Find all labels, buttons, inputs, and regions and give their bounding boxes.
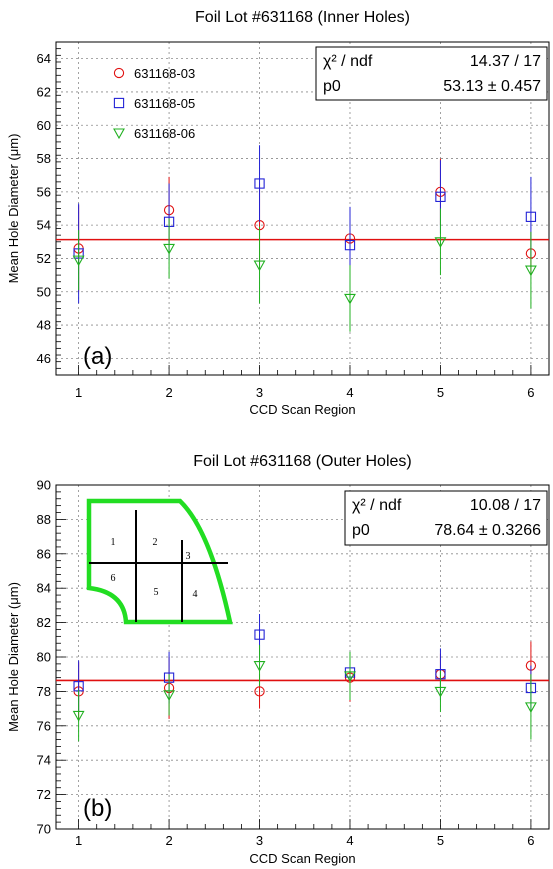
- y-tick-label: 52: [37, 251, 51, 266]
- chart-title: Foil Lot #631168 (Inner Holes): [195, 9, 410, 26]
- series-631168-06: [72, 644, 537, 742]
- y-axis-label: Mean Hole Diameter (μm): [6, 582, 21, 732]
- y-axis-label: Mean Hole Diameter (μm): [6, 134, 21, 284]
- x-tick-label: 4: [346, 833, 353, 848]
- y-tick-label: 54: [37, 218, 51, 233]
- legend-label: 631168-05: [134, 96, 195, 111]
- x-tick-label: 3: [256, 385, 263, 400]
- stats-box: χ² / ndf 14.37 / 17 p0 53.13 ± 0.457: [315, 46, 548, 101]
- series-631168-05: [73, 145, 537, 304]
- y-tick-label: 60: [37, 118, 51, 133]
- region-number: 6: [111, 573, 116, 584]
- y-tick-label: 46: [37, 351, 51, 366]
- data-point: [434, 686, 447, 698]
- legend: 631168-03 631168-05 631168-06: [113, 66, 195, 141]
- y-tick-label: 56: [37, 184, 51, 199]
- y-tick-label: 48: [37, 318, 51, 333]
- x-axis-label: CCD Scan Region: [249, 402, 355, 417]
- x-axis-label: CCD Scan Region: [249, 851, 355, 866]
- y-tick-label: 82: [37, 615, 51, 630]
- stats-value: 78.64 ± 0.3266: [434, 522, 541, 539]
- chart-title: Foil Lot #631168 (Outer Holes): [193, 453, 411, 470]
- legend-marker: [113, 67, 125, 79]
- chart-a: Foil Lot #631168 (Inner Holes)4648505254…: [6, 9, 550, 417]
- y-tick-label: 90: [37, 478, 51, 493]
- data-point: [434, 237, 447, 248]
- stats-value: 10.08 / 17: [470, 497, 541, 514]
- stats-label: χ² / ndf: [352, 497, 402, 514]
- data-point: [163, 690, 176, 701]
- stats-label: p0: [352, 522, 370, 539]
- x-tick-label: 4: [346, 385, 353, 400]
- data-point: [254, 686, 265, 697]
- data-point: [344, 293, 356, 305]
- stats-value: 53.13 ± 0.457: [443, 78, 541, 95]
- data-point: [344, 671, 356, 683]
- y-tick-label: 88: [37, 512, 51, 527]
- data-point: [163, 243, 176, 255]
- stats-label: p0: [323, 78, 341, 95]
- panel-label: (a): [83, 343, 112, 370]
- x-tick-label: 6: [527, 833, 534, 848]
- y-tick-label: 80: [37, 650, 51, 665]
- x-tick-label: 1: [75, 833, 82, 848]
- y-tick-label: 72: [37, 787, 51, 802]
- series-631168-05: [73, 614, 537, 713]
- data-point: [253, 661, 266, 672]
- foil-outline: [86, 498, 233, 625]
- x-tick-label: 2: [165, 385, 172, 400]
- y-tick-label: 62: [37, 84, 51, 99]
- data-point: [344, 239, 356, 251]
- y-tick-label: 74: [37, 753, 51, 768]
- y-tick-label: 64: [37, 51, 51, 66]
- data-point: [524, 265, 537, 277]
- y-tick-label: 86: [37, 546, 51, 561]
- x-tick-label: 5: [437, 385, 444, 400]
- region-number: 3: [186, 551, 191, 562]
- legend-label: 631168-03: [134, 66, 195, 81]
- y-tick-label: 76: [37, 718, 51, 733]
- stats-value: 14.37 / 17: [470, 53, 541, 70]
- data-point: [254, 178, 265, 189]
- region-number: 4: [193, 589, 198, 600]
- chart-b: Foil Lot #631168 (Outer Holes) 70 72 74 76 78…: [6, 453, 550, 866]
- y-tick-label: 50: [37, 284, 51, 299]
- data-point: [253, 260, 266, 272]
- data-point: [435, 191, 446, 202]
- y-tick-label: 58: [37, 151, 51, 166]
- data-point: [525, 211, 537, 222]
- y-tick-label: 84: [37, 581, 51, 596]
- region-number: 1: [111, 537, 116, 548]
- x-tick-label: 5: [437, 833, 444, 848]
- x-tick-label: 2: [165, 833, 172, 848]
- stats-box-frame: [344, 490, 548, 546]
- legend-label: 631168-06: [134, 126, 195, 141]
- y-tick-label: 70: [37, 822, 51, 837]
- legend-marker: [113, 97, 125, 109]
- x-tick-label: 6: [527, 385, 534, 400]
- data-point: [524, 702, 537, 714]
- data-point: [72, 710, 85, 722]
- region-number: 2: [153, 537, 158, 548]
- region-map-inset: 1 2 3 4 5 6: [86, 498, 233, 625]
- series-631168-06: [72, 208, 537, 332]
- stats-box-frame: [315, 46, 548, 101]
- stats-box: χ² / ndf 10.08 / 17 p0 78.64 ± 0.3266: [344, 490, 548, 546]
- x-tick-label: 3: [256, 833, 263, 848]
- y-tick-label: 78: [37, 684, 51, 699]
- x-tick-label: 1: [75, 385, 82, 400]
- region-number: 5: [154, 587, 159, 598]
- legend-marker: [113, 128, 125, 140]
- panel-label: (b): [83, 795, 112, 822]
- data-point: [72, 255, 85, 267]
- stats-label: χ² / ndf: [323, 53, 373, 70]
- data-point: [254, 629, 265, 640]
